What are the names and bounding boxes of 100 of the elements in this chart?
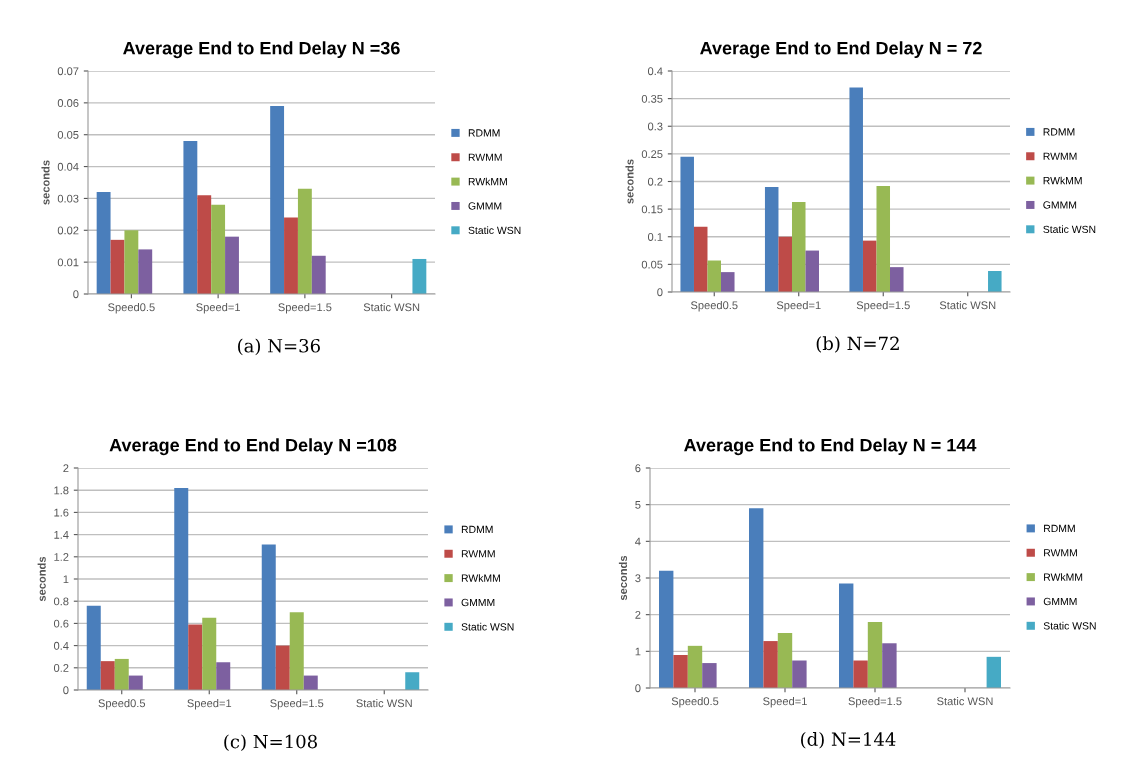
bar <box>124 230 139 294</box>
bar <box>702 663 717 688</box>
bar <box>721 272 735 292</box>
text: (b) N=72 <box>816 336 899 353</box>
bar <box>777 633 793 688</box>
bar <box>791 201 806 292</box>
bar <box>188 624 203 690</box>
y-tick-label: 0.1 <box>647 233 663 241</box>
bar <box>707 260 722 292</box>
x-tick-label: Static WSN <box>937 697 993 706</box>
bar <box>303 675 318 690</box>
bar <box>211 204 226 294</box>
bar <box>792 660 807 688</box>
bar <box>311 255 326 294</box>
y-tick-label: 0.3 <box>647 122 663 131</box>
text: (a) N=36 <box>238 338 320 356</box>
bar <box>659 570 674 688</box>
legend-label: GMMM <box>468 202 502 210</box>
bar <box>405 672 420 690</box>
bar <box>412 258 427 294</box>
legend-label: RDMM <box>468 129 500 137</box>
bar <box>749 508 764 688</box>
bar <box>986 656 1001 688</box>
y-tick-label: 2 <box>63 464 69 473</box>
y-tick-label: 0 <box>657 288 663 297</box>
y-tick-label: 0.8 <box>53 597 69 606</box>
bar <box>882 643 897 688</box>
bar <box>849 87 863 292</box>
y-tick-label: 1 <box>635 647 641 656</box>
bar <box>763 641 778 688</box>
bar <box>839 583 854 688</box>
bar <box>114 658 129 690</box>
x-tick-label: Speed=1.5 <box>270 699 324 710</box>
bar <box>778 236 792 292</box>
y-tick-label: 0.05 <box>57 130 79 139</box>
chart-title: Average End to End Delay N = 72 <box>700 41 982 59</box>
text: (d) N=144 <box>801 732 896 749</box>
y-tick-label: 1.6 <box>54 508 69 517</box>
bar <box>100 661 115 690</box>
legend-label: RWMM <box>461 550 495 558</box>
x-tick-label: Speed0.5 <box>690 301 738 312</box>
x-tick-label: Speed=1.5 <box>856 301 910 312</box>
legend-label: RWMM <box>468 153 502 161</box>
y-tick-label: 0.03 <box>57 194 79 203</box>
legend-label: RWkMM <box>461 574 500 582</box>
y-axis-title: seconds <box>37 556 46 602</box>
bar <box>86 605 101 690</box>
chart-title: Average End to End Delay N =108 <box>109 438 397 456</box>
bar <box>225 236 239 294</box>
bar <box>805 250 820 292</box>
bar <box>261 544 276 690</box>
y-tick-label: 0.6 <box>53 619 69 628</box>
bar <box>270 106 285 294</box>
x-tick-label: Static WSN <box>363 303 420 312</box>
chart-title: Average End to End Delay N = 144 <box>684 438 977 456</box>
y-tick-label: 0 <box>635 684 641 693</box>
bar <box>673 655 688 688</box>
x-tick-label: Speed=1 <box>196 303 240 314</box>
bar <box>687 645 703 688</box>
bar <box>867 622 883 688</box>
x-tick-label: Static WSN <box>356 699 412 708</box>
bar <box>174 487 189 690</box>
y-axis-title: seconds <box>625 159 634 204</box>
y-tick-label: 5 <box>635 501 641 509</box>
y-tick-label: 0.01 <box>57 258 79 267</box>
x-tick-label: Speed0.5 <box>671 697 719 708</box>
y-tick-label: 0.4 <box>647 67 663 76</box>
y-tick-label: 1.4 <box>54 530 69 539</box>
text: (c) N=108 <box>224 734 317 751</box>
bar <box>284 217 298 294</box>
bar <box>862 240 877 292</box>
legend-label: RWkMM <box>1044 573 1083 581</box>
y-tick-label: 1.8 <box>54 486 69 495</box>
y-tick-label: 0.06 <box>57 99 79 107</box>
y-tick-label: 0.05 <box>641 260 663 269</box>
bar <box>289 612 304 690</box>
y-tick-label: 6 <box>635 464 641 473</box>
bar <box>890 267 904 292</box>
y-tick-label: 0.25 <box>641 150 663 159</box>
y-tick-label: 0.15 <box>641 205 663 214</box>
bar <box>202 617 217 690</box>
legend-label: RDMM <box>1044 524 1075 533</box>
y-tick-label: 0.35 <box>641 94 663 103</box>
bar <box>275 645 290 690</box>
y-tick-label: 1 <box>63 575 69 584</box>
bar <box>216 662 231 690</box>
y-axis-title: seconds <box>618 555 628 601</box>
y-tick-label: 0.2 <box>53 664 69 672</box>
y-tick-label: 0.2 <box>647 177 663 186</box>
bar <box>128 675 143 690</box>
legend-label: RWkMM <box>1043 176 1082 185</box>
x-tick-label: Speed0.5 <box>108 303 155 314</box>
bar <box>197 195 212 294</box>
legend-label: Static WSN <box>1043 225 1096 234</box>
x-tick-label: Speed=1.5 <box>278 303 332 314</box>
bar <box>680 156 694 292</box>
legend-label: RWkMM <box>468 177 507 186</box>
legend-label: GMMM <box>1043 201 1077 209</box>
x-tick-label: Speed=1.5 <box>848 697 902 708</box>
x-tick-label: Speed=1 <box>776 301 821 312</box>
